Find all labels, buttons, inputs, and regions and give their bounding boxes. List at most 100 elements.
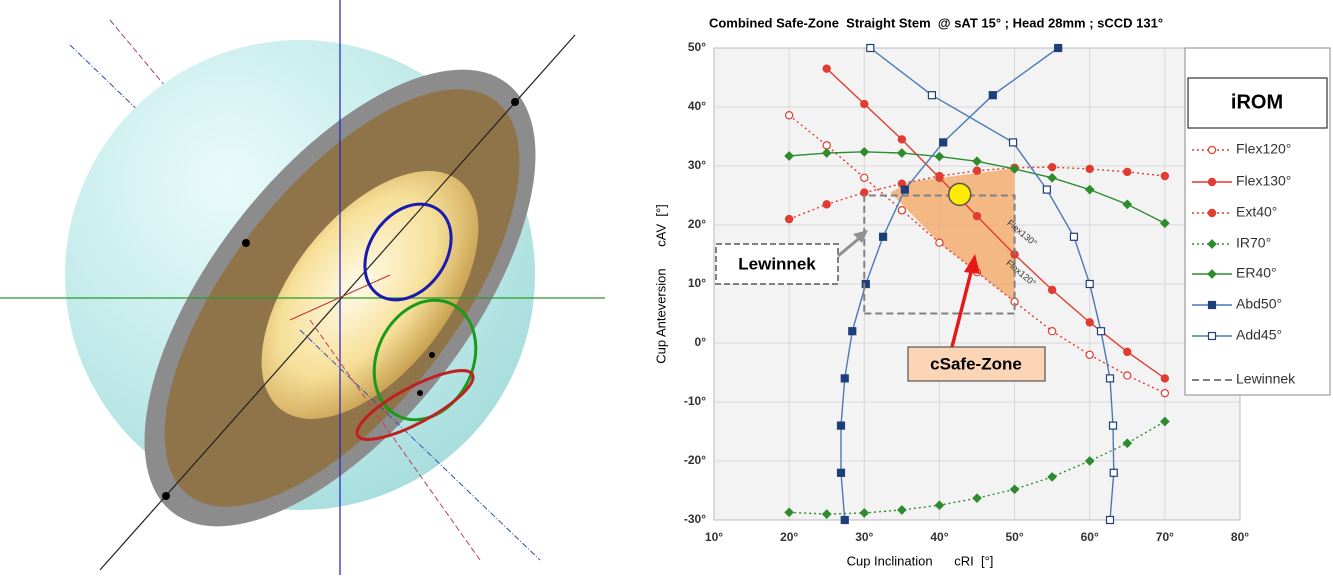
marker [1160, 218, 1170, 229]
marker [836, 421, 846, 430]
marker [900, 185, 909, 194]
marker [897, 135, 907, 144]
marker [784, 214, 794, 224]
marker [1009, 484, 1020, 495]
marker [848, 327, 857, 336]
y-tick-label: -20° [684, 453, 706, 467]
marker [840, 515, 849, 525]
marker [1122, 438, 1133, 449]
marker [1207, 269, 1217, 279]
marker [860, 173, 869, 182]
series-line [788, 166, 1165, 220]
marker [1069, 232, 1079, 241]
marker [972, 166, 982, 175]
marker [972, 493, 982, 504]
marker [988, 91, 997, 100]
legend-item: IR70° [1192, 235, 1271, 251]
chart-title: Combined Safe-Zone Straight Stem @ sAT 1… [709, 15, 1163, 30]
marker [934, 151, 945, 162]
marker [1105, 515, 1115, 525]
marker [836, 468, 846, 477]
legend-label: Abd50° [1236, 296, 1282, 312]
marker [935, 171, 944, 181]
legend-item: ER40° [1192, 265, 1277, 281]
marker [1160, 374, 1170, 383]
y-tick-label: 10° [688, 276, 706, 290]
legend-item: Ext40° [1192, 204, 1277, 220]
x-tick-label: 40° [930, 530, 948, 544]
x-tick-label: 10° [705, 530, 723, 544]
marker [1042, 185, 1051, 194]
x-tick-label: 80° [1231, 530, 1249, 544]
marker [1009, 164, 1020, 174]
marker [897, 505, 907, 515]
marker [1207, 208, 1217, 218]
marker [1207, 300, 1217, 310]
annotation-arrow [837, 234, 863, 258]
marker [784, 507, 794, 518]
annotation-box [907, 346, 1046, 382]
marker [861, 279, 870, 289]
legend-item: Flex120° [1192, 141, 1291, 157]
marker [1122, 199, 1133, 210]
legend-title: iROM [1231, 91, 1283, 113]
marker [1123, 371, 1132, 380]
marker [897, 148, 907, 158]
cup-illustration [0, 0, 605, 575]
marker [840, 374, 849, 383]
marker [1047, 285, 1057, 295]
marker [1085, 164, 1094, 174]
marker [784, 111, 794, 120]
marker [859, 146, 870, 157]
legend-item: Flex130° [1192, 173, 1291, 189]
marker [1047, 472, 1057, 482]
marker [1054, 43, 1063, 53]
y-tick-label: 20° [688, 217, 706, 231]
marker [822, 200, 831, 209]
y-tick-label: -30° [684, 512, 706, 526]
marker [1047, 162, 1057, 172]
annotation-arrowhead [853, 230, 868, 243]
legend-title-box [1187, 77, 1328, 129]
legend-label: Lewinnek [1236, 371, 1296, 387]
marker [1096, 327, 1106, 336]
x-tick-label: 20° [780, 530, 798, 544]
marker [1085, 318, 1094, 327]
marker [1207, 331, 1217, 341]
legend-label: Flex130° [1236, 173, 1291, 189]
marker [821, 148, 832, 158]
marker [1109, 468, 1118, 477]
marker [859, 508, 870, 518]
marker [934, 500, 945, 511]
x-tick-label: 50° [1005, 530, 1023, 544]
series-line [788, 114, 1166, 394]
annotation: Lewinnek [738, 254, 816, 273]
marker [1207, 177, 1217, 187]
x-axis-label: Cup Inclination cRI [°] [847, 553, 994, 568]
marker [1047, 172, 1057, 183]
marker [866, 43, 875, 53]
annotation: cSafe-Zone [930, 354, 1022, 373]
annotation-arrow [950, 267, 974, 348]
target [947, 182, 972, 207]
legend-item: Lewinnek [1192, 371, 1296, 387]
marker [972, 156, 982, 167]
marker [1207, 145, 1217, 155]
marker [939, 138, 948, 147]
marker [1084, 184, 1095, 195]
legend-label: Add45° [1236, 327, 1282, 343]
legend-label: Flex120° [1236, 141, 1291, 157]
marker [1160, 388, 1170, 398]
legend-label: IR70° [1236, 235, 1271, 251]
marker [1047, 327, 1057, 336]
legend-label: ER40° [1236, 265, 1277, 281]
marker [1160, 171, 1170, 181]
marker [784, 151, 794, 161]
marker [1160, 416, 1170, 427]
marker [1085, 279, 1094, 289]
x-tick-label: 70° [1156, 530, 1174, 544]
marker [927, 91, 937, 100]
safe-zone [890, 168, 1015, 302]
marker [1008, 138, 1018, 147]
